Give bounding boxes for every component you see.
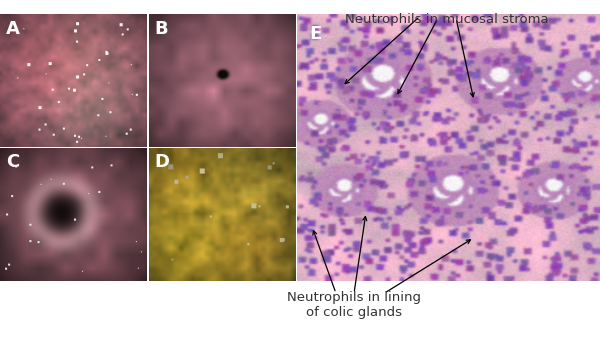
Text: B: B bbox=[154, 20, 168, 38]
Text: E: E bbox=[309, 25, 322, 43]
Text: A: A bbox=[6, 20, 20, 38]
Text: C: C bbox=[6, 153, 19, 171]
Text: D: D bbox=[154, 153, 169, 171]
Text: Neutrophils in lining
of colic glands: Neutrophils in lining of colic glands bbox=[287, 291, 421, 319]
Text: Neutrophils in mucosal stroma: Neutrophils in mucosal stroma bbox=[345, 13, 549, 26]
